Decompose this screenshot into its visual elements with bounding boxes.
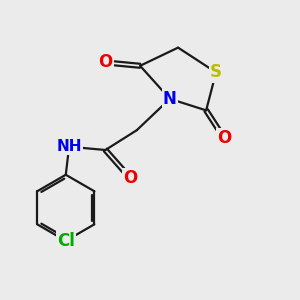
Text: O: O <box>98 53 112 71</box>
Text: O: O <box>217 129 231 147</box>
Text: NH: NH <box>56 139 82 154</box>
Text: S: S <box>210 63 222 81</box>
Text: N: N <box>163 90 177 108</box>
Text: O: O <box>123 169 137 187</box>
Text: Cl: Cl <box>57 232 75 250</box>
